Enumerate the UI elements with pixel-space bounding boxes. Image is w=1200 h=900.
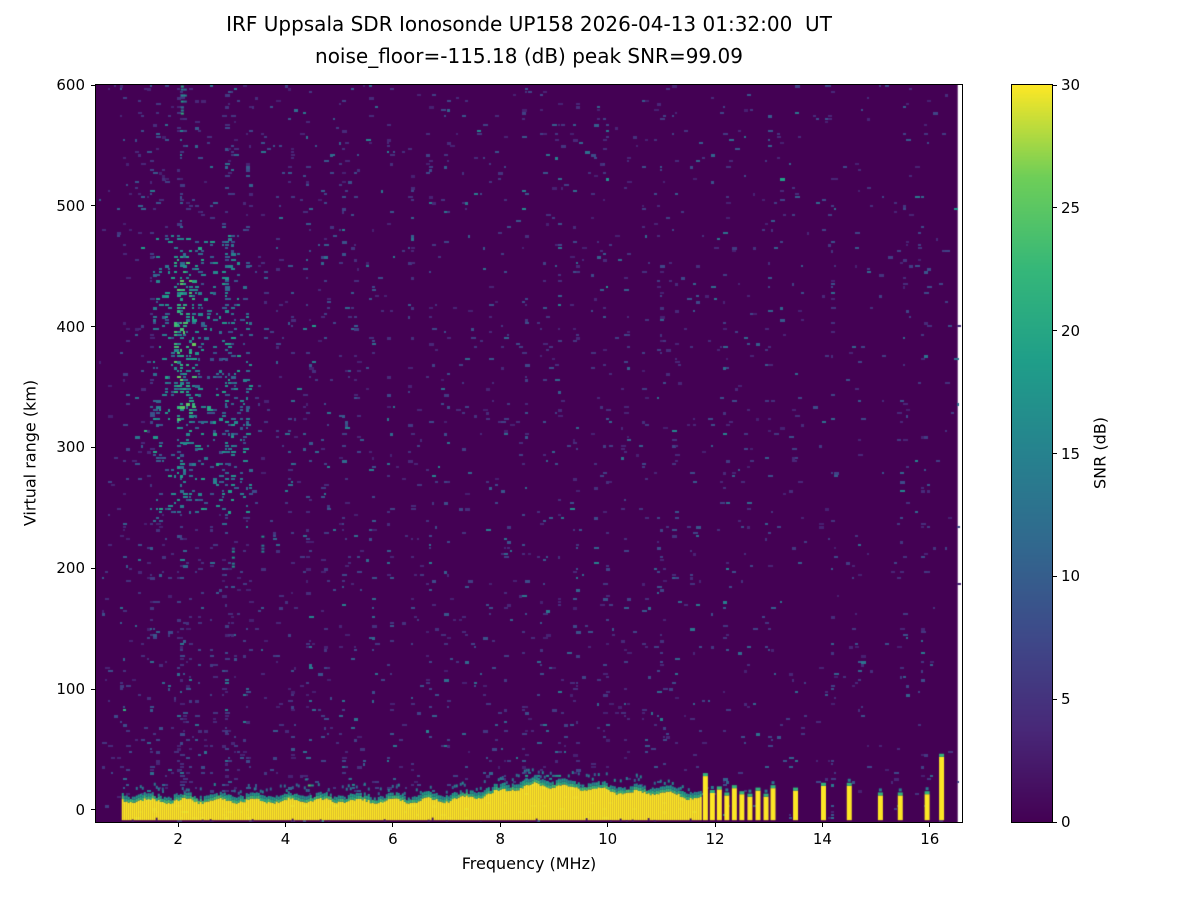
y-tick-label: 200 — [56, 559, 85, 578]
ionogram-heatmap — [96, 85, 962, 822]
colorbar-tick-mark — [1052, 453, 1057, 454]
colorbar-tick-label: 10 — [1061, 567, 1081, 586]
x-tick-mark — [929, 822, 931, 827]
y-tick-label: 500 — [56, 196, 85, 215]
colorbar-tick-label: 0 — [1061, 813, 1071, 831]
colorbar-tick-label: 25 — [1061, 198, 1081, 217]
x-tick-label: 12 — [705, 830, 725, 848]
y-tick-mark — [91, 809, 96, 811]
y-tick-mark — [91, 84, 96, 86]
x-tick-mark — [392, 822, 394, 827]
y-tick-label: 400 — [56, 317, 85, 336]
x-tick-mark — [177, 822, 179, 827]
colorbar-tick-mark — [1052, 575, 1057, 577]
x-tick-label: 14 — [812, 830, 832, 848]
x-tick-mark — [821, 822, 823, 827]
x-axis-label: Frequency (MHz) — [461, 854, 597, 873]
y-tick-label: 100 — [56, 680, 85, 699]
y-tick-mark — [91, 326, 96, 328]
y-tick-label: 0 — [75, 800, 85, 819]
x-tick-label: 8 — [495, 830, 506, 848]
colorbar-tick-label: 20 — [1061, 321, 1081, 340]
chart-subtitle: noise_floor=-115.18 (dB) peak SNR=99.09 — [315, 44, 743, 68]
colorbar — [1012, 85, 1052, 822]
y-tick-mark — [91, 688, 96, 690]
x-tick-mark — [285, 822, 287, 827]
colorbar-tick-mark — [1052, 330, 1057, 332]
colorbar-tick-mark — [1052, 698, 1057, 700]
colorbar-label: SNR (dB) — [1090, 417, 1110, 489]
x-tick-label: 16 — [920, 830, 940, 848]
x-tick-label: 6 — [388, 830, 398, 848]
x-tick-mark — [499, 822, 501, 827]
y-tick-mark — [91, 567, 96, 569]
colorbar-tick-mark — [1052, 84, 1057, 86]
y-tick-mark — [91, 446, 96, 448]
colorbar-tick-label: 15 — [1061, 444, 1081, 463]
x-tick-label: 2 — [173, 830, 183, 848]
y-tick-mark — [91, 205, 96, 207]
colorbar-tick-mark — [1052, 207, 1057, 209]
colorbar-tick-label: 5 — [1061, 690, 1071, 709]
x-tick-mark — [607, 822, 609, 827]
x-tick-label: 10 — [598, 830, 618, 848]
y-tick-label: 600 — [56, 76, 85, 94]
colorbar-tick-mark — [1052, 821, 1057, 823]
colorbar-tick-label: 30 — [1061, 76, 1081, 94]
x-tick-label: 4 — [280, 830, 291, 848]
y-axis-label: Virtual range (km) — [20, 379, 40, 527]
y-tick-label: 300 — [56, 438, 85, 457]
chart-title: IRF Uppsala SDR Ionosonde UP158 2026-04-… — [226, 12, 832, 36]
x-tick-mark — [714, 822, 716, 827]
